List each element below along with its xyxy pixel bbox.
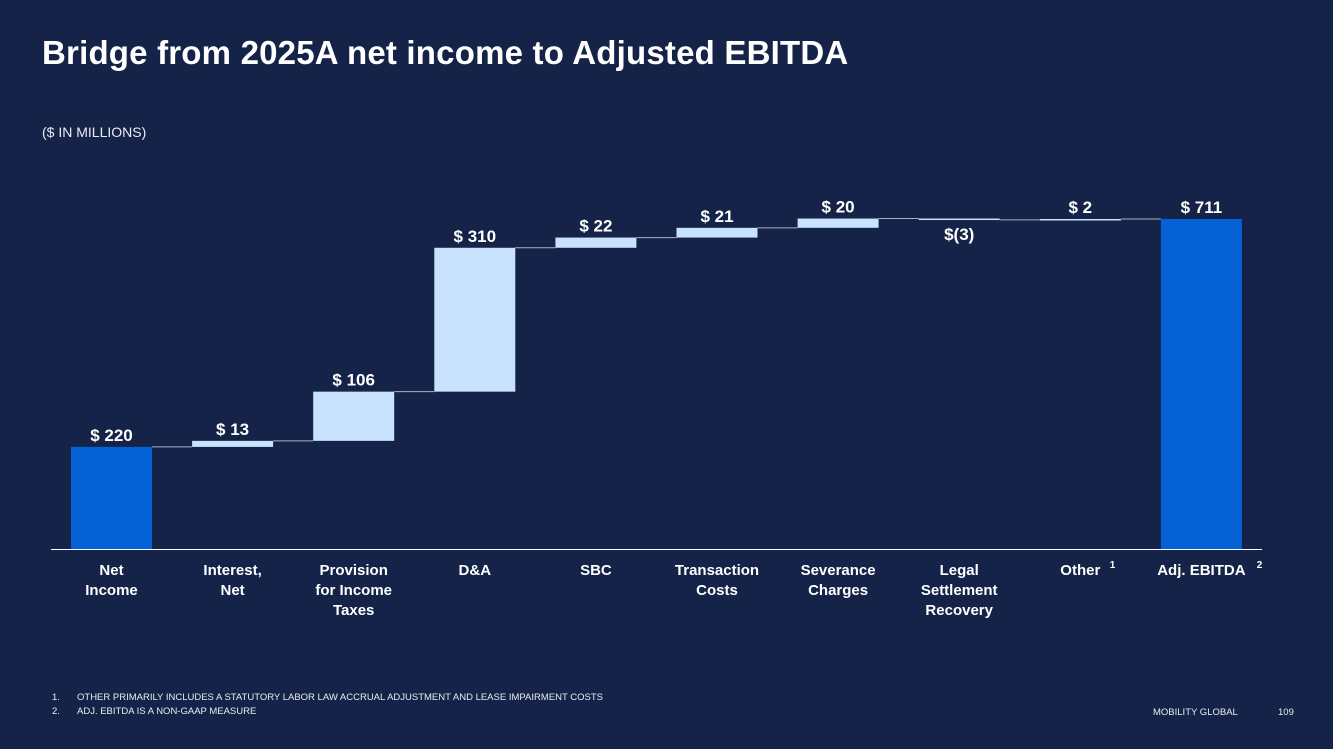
category-label-8-line-3: Recovery	[925, 602, 993, 619]
category-label-3-line-3: Taxes	[333, 602, 374, 619]
category-label-5-line-1: SBC	[580, 562, 612, 579]
page-title: Bridge from 2025A net income to Adjusted…	[42, 34, 849, 71]
category-label-7-line-2: Charges	[808, 582, 868, 599]
data-label-2: $ 13	[216, 420, 249, 439]
bar-7	[797, 218, 879, 228]
category-label-2-line-1: Interest,	[203, 562, 261, 579]
category-label-6-line-1: Transaction	[675, 562, 759, 579]
data-label-5: $ 22	[579, 217, 612, 236]
bar-10	[1160, 219, 1242, 549]
data-label-7: $ 20	[822, 198, 855, 217]
page-number: 109	[1278, 707, 1294, 718]
footnote-1-text: OTHER PRIMARILY INCLUDES A STATUTORY LAB…	[77, 692, 603, 703]
category-label-9-line-1: Other	[1060, 562, 1100, 579]
bar-8	[918, 218, 1000, 221]
bar-9	[1039, 219, 1121, 221]
data-label-8: $(3)	[944, 225, 974, 244]
category-label-4-line-1: D&A	[459, 562, 492, 579]
category-label-1-line-2: Income	[85, 582, 138, 599]
bar-5	[555, 237, 637, 248]
category-label-10-line-1: Adj. EBITDA	[1157, 562, 1245, 579]
data-label-1: $ 220	[90, 426, 133, 445]
category-label-1-line-1: Net	[99, 562, 123, 579]
bar-2	[192, 440, 274, 447]
category-label-8-line-2: Settlement	[921, 582, 998, 599]
category-label-8-line-1: Legal	[940, 562, 979, 579]
data-label-10: $ 711	[1181, 198, 1223, 217]
footnotes: 1. OTHER PRIMARILY INCLUDES A STATUTORY …	[52, 691, 603, 719]
bar-4	[434, 247, 516, 392]
category-label-3-line-1: Provision	[320, 562, 388, 579]
chart-unit-label: ($ IN MILLIONS)	[42, 124, 147, 140]
footnote-1: 1. OTHER PRIMARILY INCLUDES A STATUTORY …	[52, 691, 603, 705]
footnote-1-number: 1.	[52, 692, 60, 703]
category-label-6-line-2: Costs	[696, 582, 738, 599]
data-label-3: $ 106	[332, 371, 375, 390]
bar-1	[71, 446, 152, 549]
bar-6	[676, 227, 758, 238]
data-label-9: $ 2	[1068, 198, 1092, 217]
bar-3	[313, 391, 395, 441]
footnote-ref-1: 1	[1110, 560, 1116, 571]
data-label-4: $ 310	[454, 227, 497, 246]
category-label-2-line-2: Net	[221, 582, 245, 599]
footnote-2-number: 2.	[52, 706, 60, 717]
category-label-3-line-2: for Income	[315, 582, 392, 599]
data-label-6: $ 21	[700, 207, 733, 226]
brand-name: MOBILITY GLOBAL	[1153, 707, 1238, 718]
footnote-2-text: ADJ. EBITDA IS A NON-GAAP MEASURE	[77, 706, 257, 717]
category-label-7-line-1: Severance	[801, 562, 876, 579]
footnote-ref-2: 2	[1257, 560, 1263, 571]
footnote-2: 2. ADJ. EBITDA IS A NON-GAAP MEASURE	[52, 705, 603, 719]
